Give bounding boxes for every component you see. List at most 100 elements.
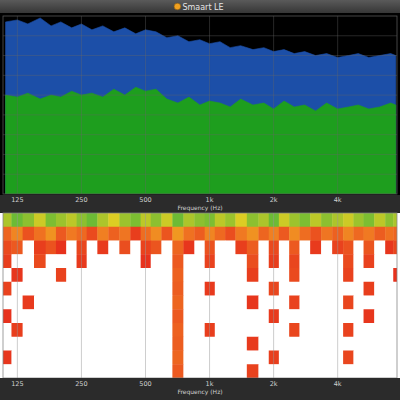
spectrogram-cell xyxy=(235,213,247,227)
spectrogram-cell xyxy=(77,309,88,323)
spectrogram-cell xyxy=(108,227,119,241)
spectrogram-cell xyxy=(205,227,216,241)
spectrogram-cell xyxy=(172,213,183,227)
spectrogram-cell xyxy=(289,323,300,337)
title-bar xyxy=(0,0,400,13)
spectrogram-cell xyxy=(279,241,290,255)
spectrogram-cell xyxy=(97,323,108,337)
spectrogram-cell xyxy=(3,213,12,227)
spectrogram-cell xyxy=(161,213,172,227)
spectrogram-cell xyxy=(289,309,300,323)
spectrogram-cell xyxy=(258,364,269,378)
spectrogram-cell xyxy=(161,351,172,365)
x-tick-label: 125 xyxy=(11,380,23,388)
spectrogram-cell xyxy=(364,227,375,241)
spectrogram-cell xyxy=(108,241,119,255)
spectrogram-cell xyxy=(23,364,35,378)
spectrogram-cell xyxy=(279,282,290,296)
spectrogram-cell xyxy=(77,213,88,227)
spectrogram-cell xyxy=(151,296,162,310)
spectrogram-cell xyxy=(343,337,354,351)
spectrogram-cell xyxy=(151,227,162,241)
spectrogram-cell xyxy=(205,296,216,310)
spectrogram-cell xyxy=(374,227,385,241)
spectrogram-cell xyxy=(34,254,46,268)
spectrogram-cell xyxy=(56,254,67,268)
spectrogram-cell xyxy=(353,296,364,310)
spectrogram-cell xyxy=(289,213,300,227)
spectrogram-cell xyxy=(343,351,354,365)
spectrogram-cell xyxy=(364,351,375,365)
spectrogram-cell xyxy=(364,254,375,268)
spectrogram-cell xyxy=(321,254,332,268)
spectrogram-cell xyxy=(194,213,205,227)
spectrogram-cell xyxy=(130,296,141,310)
spectrogram-cell xyxy=(46,268,57,282)
spectrogram-cell xyxy=(161,282,172,296)
spectrogram-cell xyxy=(225,309,236,323)
axis-strip xyxy=(0,195,400,212)
spectrogram-cell xyxy=(183,213,194,227)
spectrogram-cell xyxy=(215,213,226,227)
spectrogram-cell xyxy=(151,268,162,282)
spectrum-area xyxy=(6,87,396,194)
spectrogram-cell xyxy=(108,323,119,337)
plot-background xyxy=(0,13,400,195)
spectrogram-cell xyxy=(343,254,354,268)
spectrogram-cell xyxy=(393,351,397,365)
x-axis-title: Frequency (Hz) xyxy=(177,388,222,396)
spectrogram-cell xyxy=(23,296,35,310)
spectrogram-cell xyxy=(161,364,172,378)
spectrogram-cell xyxy=(235,227,247,241)
spectrogram-cell xyxy=(225,213,236,227)
grid-line-x xyxy=(145,213,146,378)
grid-line-x xyxy=(81,213,82,378)
spectrogram-cell xyxy=(364,282,375,296)
spectrogram-cell xyxy=(299,268,310,282)
spectrogram-cell xyxy=(215,254,226,268)
spectrogram-cell xyxy=(225,351,236,365)
spectrogram-cell xyxy=(87,227,98,241)
spectrogram-cell xyxy=(46,337,57,351)
plot-background xyxy=(0,213,400,378)
spectrogram-cell xyxy=(3,351,12,365)
spectrogram-cell xyxy=(77,282,88,296)
spectrogram-cell xyxy=(289,268,300,282)
spectrogram-cell xyxy=(56,213,67,227)
spectrogram-cell xyxy=(364,213,375,227)
spectrogram-cell xyxy=(161,323,172,337)
spectrogram-cell xyxy=(235,323,247,337)
spectrogram-cell xyxy=(161,241,172,255)
spectrogram-cell xyxy=(299,323,310,337)
spectrogram-cell xyxy=(66,351,77,365)
spectrogram-cell xyxy=(279,309,290,323)
spectrogram-cell xyxy=(97,351,108,365)
spectrogram-cell xyxy=(310,227,321,241)
spectrogram-cell xyxy=(108,282,119,296)
spectrogram-cell xyxy=(393,268,397,282)
spectrogram-cell xyxy=(299,309,310,323)
spectrogram-cell xyxy=(119,241,130,255)
spectrogram-cell xyxy=(310,337,321,351)
spectrogram-cell xyxy=(161,296,172,310)
spectrogram-cell xyxy=(385,351,393,365)
spectrogram-cell xyxy=(130,282,141,296)
spectrogram-cell xyxy=(141,296,152,310)
spectrogram-cell xyxy=(97,296,108,310)
app-icon xyxy=(174,3,181,10)
spectrogram-cell xyxy=(77,268,88,282)
spectrogram-cell xyxy=(374,241,385,255)
spectrogram-cell xyxy=(3,323,12,337)
spectrogram-cell xyxy=(108,254,119,268)
spectrogram-cell xyxy=(258,323,269,337)
spectrogram-cell xyxy=(299,364,310,378)
plot-frame xyxy=(3,16,397,194)
spectrogram-cell xyxy=(130,227,141,241)
spectrogram-cell xyxy=(172,241,183,255)
spectrogram-cell xyxy=(151,241,162,255)
spectrogram-cell xyxy=(119,323,130,337)
spectrogram-cell xyxy=(374,337,385,351)
spectrogram-cell xyxy=(364,323,375,337)
spectrogram-cell xyxy=(161,337,172,351)
spectrogram-cell xyxy=(299,254,310,268)
